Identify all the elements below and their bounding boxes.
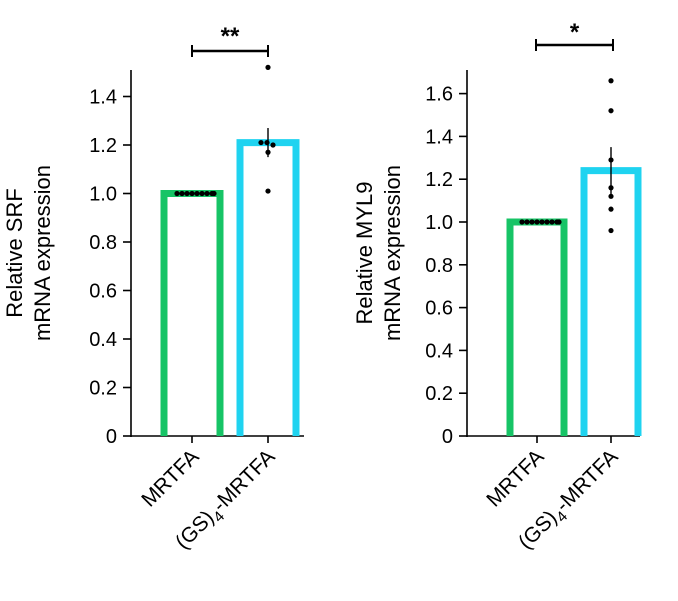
chart-panel-myl9: 0 0.2 0.4 0.6 0.8 1.0 1.2 1.4 1.6 * Relative MYL9 m… xyxy=(352,19,642,554)
bar-mrtfa xyxy=(160,190,224,436)
x-category-label-suffix: -MRTFA xyxy=(208,445,279,516)
y-tick-label: 1.2 xyxy=(425,169,453,191)
data-point xyxy=(556,219,562,225)
y-tick-label: 0 xyxy=(442,426,453,448)
data-point xyxy=(265,64,271,70)
data-point xyxy=(549,219,555,225)
significance-label: ** xyxy=(221,23,240,50)
data-point xyxy=(608,78,614,84)
y-tick-label: 1.2 xyxy=(89,135,117,157)
y-axis-title-line1: Relative MYL9 xyxy=(352,181,377,324)
data-point xyxy=(608,108,614,114)
data-point xyxy=(608,185,614,191)
data-point xyxy=(265,149,271,155)
significance-label: * xyxy=(570,19,580,46)
x-category-label-suffix: -MRTFA xyxy=(551,445,622,516)
data-point xyxy=(265,188,271,194)
data-point xyxy=(199,190,205,197)
data-point xyxy=(608,193,614,199)
y-tick-label: 0 xyxy=(106,426,117,448)
data-point xyxy=(194,190,200,197)
data-point xyxy=(179,190,185,197)
data-point xyxy=(524,219,530,225)
y-tick-label: 1.4 xyxy=(425,126,453,148)
y-axis-title-line1: Relative SRF xyxy=(2,188,27,318)
x-category-label: MRTFA xyxy=(137,445,203,511)
y-tick-label: 0.6 xyxy=(425,298,453,320)
bar-gs4-mrtfa xyxy=(236,139,300,436)
data-point xyxy=(174,190,180,197)
y-axis-title-line2: mRNA expression xyxy=(380,165,405,341)
y-tick-label: 0.8 xyxy=(89,232,117,254)
chart-panel-srf: 0 0.2 0.4 0.6 0.8 1.0 1.2 1.4 ** Relative SRF mRNA… xyxy=(2,23,304,554)
y-tick-label: 0.2 xyxy=(89,378,117,400)
y-tick-label: 1.4 xyxy=(89,87,117,109)
data-point xyxy=(258,139,264,146)
y-tick-label: 0.8 xyxy=(425,255,453,277)
y-tick-label: 0.4 xyxy=(89,329,117,351)
x-category-label: MRTFA xyxy=(482,445,548,511)
y-tick-label: 0.6 xyxy=(89,281,117,303)
y-tick-label: 1.0 xyxy=(425,212,453,234)
data-point xyxy=(270,142,276,148)
bar-mrtfa xyxy=(506,218,568,436)
data-point xyxy=(211,190,217,197)
data-point xyxy=(264,139,270,146)
y-tick-label: 1.6 xyxy=(425,84,453,106)
data-point xyxy=(204,190,210,197)
y-tick-label: 0.2 xyxy=(425,383,453,405)
data-point xyxy=(544,219,550,225)
y-tick-label: 1.0 xyxy=(89,184,117,206)
data-point xyxy=(608,157,614,163)
data-point xyxy=(539,219,545,225)
data-point xyxy=(608,206,614,212)
y-tick-label: 0.4 xyxy=(425,340,453,362)
data-point xyxy=(519,219,525,225)
y-axis-title-line2: mRNA expression xyxy=(30,165,55,341)
data-point xyxy=(534,219,540,225)
data-point xyxy=(608,227,614,234)
data-point xyxy=(184,190,190,197)
data-point xyxy=(529,219,535,225)
data-point xyxy=(189,190,195,197)
